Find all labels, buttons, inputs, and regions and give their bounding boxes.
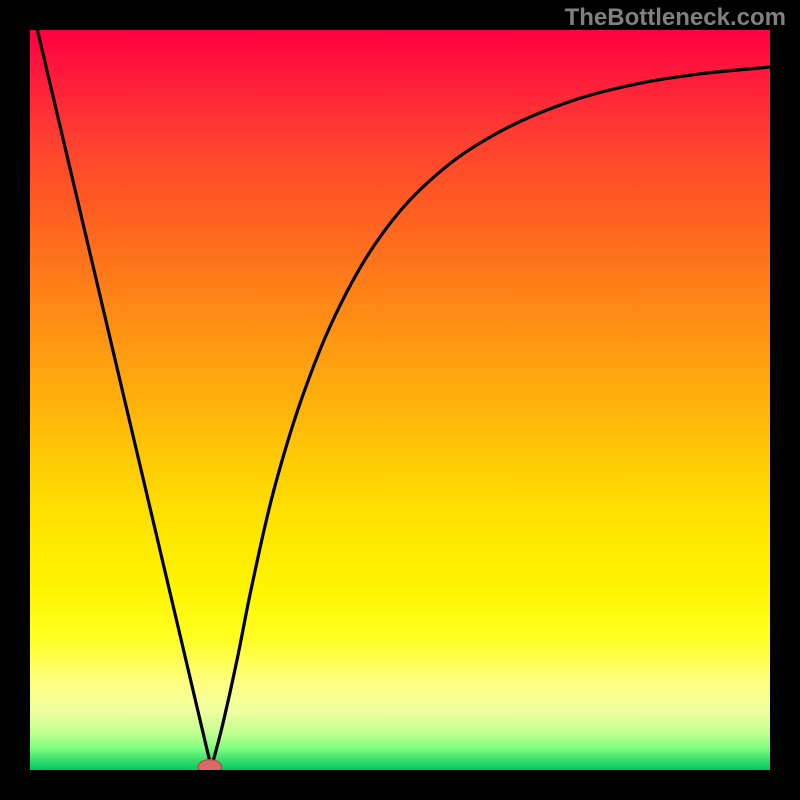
bottleneck-chart	[30, 30, 770, 770]
min-marker	[198, 760, 222, 770]
chart-frame: TheBottleneck.com	[0, 0, 800, 800]
watermark-text: TheBottleneck.com	[565, 4, 786, 32]
chart-background	[30, 30, 770, 770]
